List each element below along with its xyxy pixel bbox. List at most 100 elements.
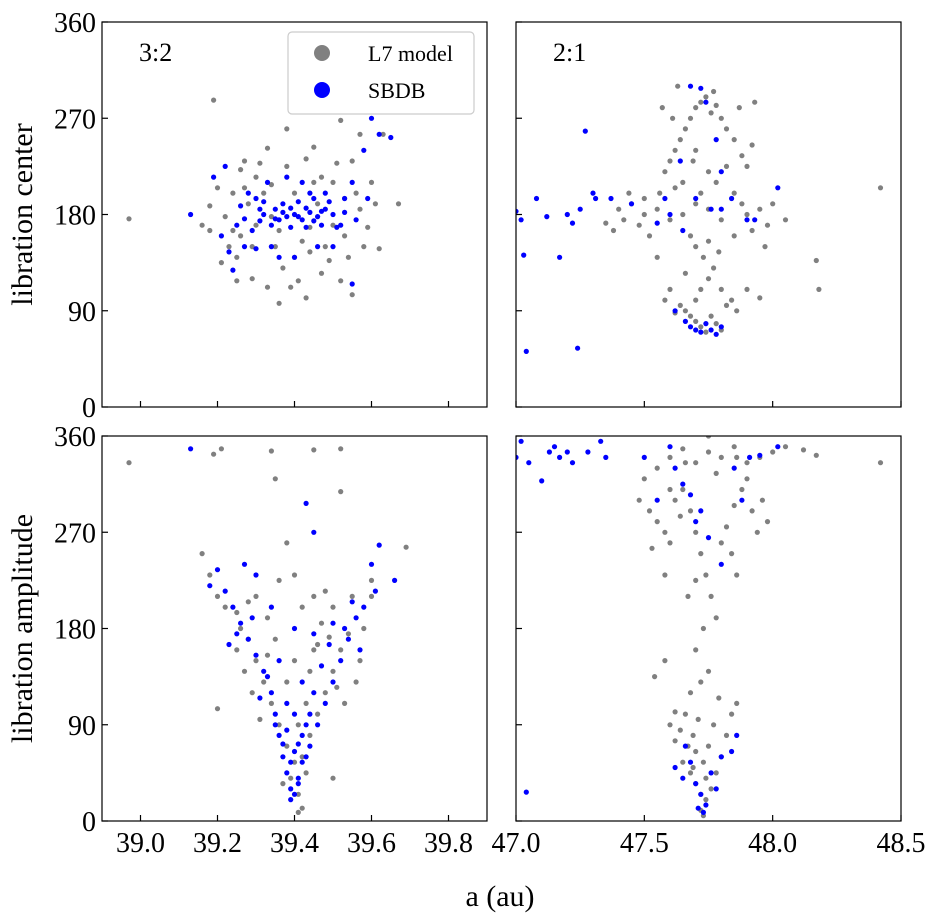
data-point [326, 257, 332, 264]
data-point [214, 706, 221, 712]
points [126, 446, 409, 816]
x-tick-label: 47.0 [492, 828, 541, 859]
data-point [234, 254, 240, 260]
data-point [272, 206, 278, 212]
data-point [338, 446, 344, 452]
data-point [276, 658, 282, 664]
data-point [744, 460, 750, 466]
data-point [253, 658, 259, 664]
y-tick-label: 360 [54, 422, 96, 453]
y-tick-label: 0 [82, 807, 96, 838]
data-point [261, 211, 267, 218]
data-point [698, 324, 704, 330]
data-point [315, 244, 321, 250]
data-point [299, 754, 305, 760]
data-point [718, 454, 724, 460]
data-point [700, 809, 707, 816]
y-tick-label: 270 [54, 518, 96, 549]
data-point [318, 270, 325, 276]
data-point [357, 206, 363, 212]
data-point [590, 190, 596, 196]
data-point [641, 476, 647, 482]
data-point [700, 625, 707, 632]
data-point [677, 727, 683, 733]
series-sbdb [516, 438, 781, 816]
data-point [330, 679, 336, 685]
data-point [214, 185, 221, 191]
data-point [311, 179, 317, 185]
data-point [598, 438, 604, 444]
data-point [311, 195, 317, 202]
data-point [349, 292, 355, 298]
data-point [705, 276, 712, 282]
data-point [253, 652, 259, 658]
data-point [608, 195, 614, 202]
data-point [687, 324, 694, 330]
data-point [729, 195, 735, 202]
data-point [654, 497, 660, 503]
data-point [731, 444, 737, 450]
data-point [238, 203, 244, 209]
data-point [295, 809, 301, 816]
series-model [126, 446, 409, 816]
data-point [288, 786, 294, 792]
data-point [226, 244, 232, 250]
data-point [708, 327, 714, 333]
data-point [693, 195, 699, 202]
data-point [662, 195, 668, 202]
data-point [330, 222, 336, 228]
data-point [782, 444, 789, 450]
data-point [734, 732, 740, 739]
data-point [334, 684, 340, 690]
data-point [557, 454, 563, 460]
data-point [731, 190, 737, 196]
data-point [261, 679, 267, 685]
data-point [693, 781, 699, 787]
data-point [521, 252, 527, 258]
data-point [376, 131, 382, 137]
data-point [268, 244, 274, 250]
data-point [288, 284, 294, 290]
data-point [403, 544, 409, 550]
data-point [268, 604, 274, 610]
data-point [241, 216, 248, 222]
data-point [261, 668, 267, 674]
data-point [700, 254, 707, 260]
data-point [284, 770, 290, 776]
data-point [253, 572, 259, 578]
data-point [734, 572, 740, 578]
data-point [365, 195, 371, 202]
data-point [288, 759, 294, 765]
data-point [680, 775, 686, 781]
data-point [211, 174, 217, 180]
data-point [557, 254, 563, 260]
data-point [338, 278, 344, 284]
data-point [654, 519, 660, 525]
data-point [700, 759, 707, 765]
data-point [703, 329, 709, 335]
data-point [577, 206, 583, 212]
data-point [533, 195, 540, 202]
data-point [764, 222, 771, 228]
data-point [703, 321, 709, 327]
data-point [713, 615, 719, 621]
data-point [628, 201, 635, 207]
data-point [380, 131, 386, 137]
data-point [307, 732, 313, 739]
data-point [703, 775, 709, 781]
data-point [708, 593, 714, 600]
data-point [376, 246, 382, 252]
x-tick-label: 47.5 [620, 828, 669, 859]
data-point [703, 802, 709, 808]
data-point [353, 217, 359, 223]
data-point [703, 94, 709, 100]
data-point [564, 449, 570, 455]
data-point [800, 447, 807, 453]
data-point [276, 227, 282, 234]
data-point [711, 265, 717, 271]
data-point [207, 227, 213, 234]
data-point [718, 324, 724, 330]
data-point [703, 572, 709, 578]
data-point [349, 593, 355, 600]
